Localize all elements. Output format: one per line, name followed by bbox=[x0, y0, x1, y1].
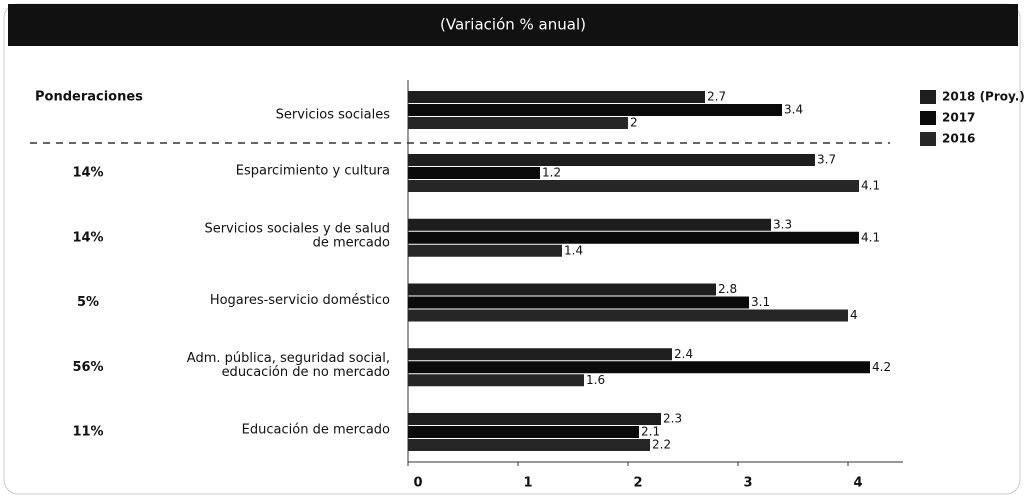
value-label: 3.1 bbox=[751, 295, 770, 309]
bar bbox=[408, 374, 584, 387]
category-label: Servicios sociales bbox=[276, 108, 391, 123]
weight-label: 56% bbox=[72, 360, 103, 375]
value-label: 4.2 bbox=[872, 360, 891, 374]
weight-label: 5% bbox=[77, 295, 99, 310]
value-label: 2.8 bbox=[718, 282, 737, 296]
value-label: 3.4 bbox=[784, 103, 803, 117]
value-label: 3.7 bbox=[817, 153, 836, 167]
legend-swatch bbox=[920, 90, 936, 104]
value-label: 2.7 bbox=[707, 90, 726, 104]
bar bbox=[408, 413, 661, 425]
value-label: 2.3 bbox=[663, 412, 682, 426]
bar bbox=[408, 218, 771, 231]
weight-label: 14% bbox=[72, 230, 103, 245]
weight-label: 11% bbox=[72, 425, 103, 440]
bar bbox=[408, 296, 749, 309]
value-label: 2.1 bbox=[641, 425, 660, 439]
bar bbox=[408, 361, 870, 374]
bar bbox=[408, 283, 716, 296]
legend-swatch bbox=[920, 132, 936, 146]
value-label: 1.2 bbox=[542, 166, 561, 180]
legend-swatch bbox=[920, 111, 936, 125]
value-label: 2 bbox=[630, 116, 638, 130]
legend-label: 2017 bbox=[942, 111, 975, 125]
category-label: Hogares-servicio doméstico bbox=[210, 293, 390, 308]
value-label: 3.3 bbox=[773, 217, 792, 231]
x-tick-label: 2 bbox=[633, 476, 642, 491]
chart-title: (Variación % anual) bbox=[440, 16, 586, 34]
legend-label: 2016 bbox=[942, 132, 975, 146]
bar bbox=[408, 231, 859, 244]
category-label: Educación de mercado bbox=[242, 423, 390, 438]
bar bbox=[408, 439, 650, 451]
value-label: 4.1 bbox=[861, 230, 880, 244]
bar bbox=[408, 180, 859, 192]
value-label: 1.6 bbox=[586, 373, 605, 387]
bar bbox=[408, 309, 848, 322]
x-tick-label: 1 bbox=[523, 476, 532, 491]
category-label: educación de no mercado bbox=[222, 365, 390, 380]
bar bbox=[408, 91, 705, 103]
category-label: de mercado bbox=[313, 235, 390, 250]
bar bbox=[408, 154, 815, 166]
x-tick-label: 3 bbox=[743, 476, 752, 491]
category-label: Adm. pública, seguridad social, bbox=[187, 351, 390, 366]
value-label: 2.2 bbox=[652, 438, 671, 452]
bar bbox=[408, 244, 562, 257]
legend-label: 2018 (Proy.) bbox=[942, 90, 1025, 104]
bar bbox=[408, 426, 639, 438]
bar bbox=[408, 167, 540, 179]
value-label: 4.1 bbox=[861, 179, 880, 193]
bar bbox=[408, 348, 672, 361]
x-tick-label: 0 bbox=[413, 476, 422, 491]
x-tick-label: 4 bbox=[853, 476, 862, 491]
bar bbox=[408, 104, 782, 116]
category-label: Servicios sociales y de salud bbox=[204, 221, 390, 236]
weights-title: Ponderaciones bbox=[35, 90, 143, 105]
value-label: 4 bbox=[850, 308, 858, 322]
value-label: 1.4 bbox=[564, 243, 583, 257]
value-label: 2.4 bbox=[674, 347, 693, 361]
weight-label: 14% bbox=[72, 166, 103, 181]
bar bbox=[408, 117, 628, 129]
header-band bbox=[8, 4, 1018, 46]
category-label: Esparcimiento y cultura bbox=[236, 164, 390, 179]
